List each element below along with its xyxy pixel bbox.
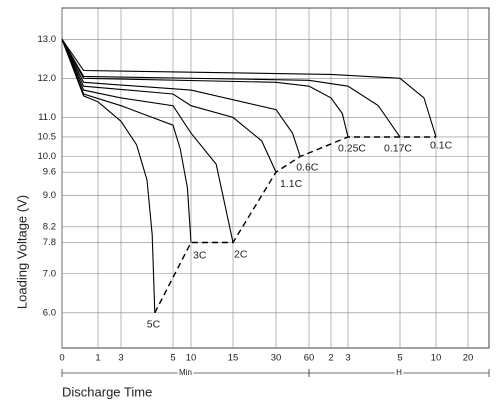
y-tick-label: 6.0 <box>43 307 56 318</box>
x-tick-label: 3 <box>118 353 123 364</box>
x-tick-label: 20 <box>463 353 474 364</box>
x-tick-label: 0 <box>59 353 64 364</box>
discharge-curve <box>61 39 277 173</box>
x-tick-label: 3 <box>345 353 350 364</box>
series-label: 3C <box>193 249 207 261</box>
series-label: 0.25C <box>338 143 366 155</box>
series-label: 5C <box>147 319 161 331</box>
x-tick-label: 15 <box>228 353 239 364</box>
x-tick-label: 60 <box>304 353 315 364</box>
discharge-curve <box>61 39 192 243</box>
series-label: 2C <box>234 248 248 260</box>
x-tick-label: 5 <box>397 353 402 364</box>
x-tick-label: 10 <box>431 353 442 364</box>
y-tick-label: 9.6 <box>43 167 56 178</box>
discharge-curve <box>61 39 301 157</box>
x-tick-label: 2 <box>328 353 333 364</box>
y-axis-title: Loading Voltage (V) <box>14 195 29 309</box>
y-tick-label: 13.0 <box>38 34 57 45</box>
discharge-curve <box>61 39 401 138</box>
y-tick-label: 8.2 <box>43 221 56 232</box>
discharge-curve <box>61 39 234 243</box>
x-tick-label: 30 <box>271 353 282 364</box>
discharge-curve <box>61 39 349 138</box>
discharge-curve <box>61 38 437 138</box>
x-tick-label: 10 <box>186 353 197 364</box>
y-tick-label: 7.0 <box>43 268 56 279</box>
plot-frame <box>61 7 490 349</box>
series-label: 0.17C <box>384 143 412 155</box>
unit-label: H <box>396 368 402 377</box>
series-label: 1.1C <box>280 178 303 190</box>
y-tick-label: 9.0 <box>43 190 56 201</box>
y-tick-label: 7.8 <box>43 237 56 248</box>
series-label: 0.6C <box>296 161 319 173</box>
x-tick-label: 1 <box>95 353 100 364</box>
discharge-curve <box>61 39 156 313</box>
y-tick-label: 10.0 <box>38 151 57 162</box>
y-tick-label: 10.5 <box>38 131 57 142</box>
series-label: 0.1C <box>430 140 453 152</box>
x-axis-title: Discharge Time <box>62 384 152 399</box>
y-tick-label: 12.0 <box>38 73 57 84</box>
x-tick-label: 5 <box>170 353 175 364</box>
y-tick-label: 11.0 <box>38 112 56 123</box>
unit-label: Min <box>179 368 192 377</box>
